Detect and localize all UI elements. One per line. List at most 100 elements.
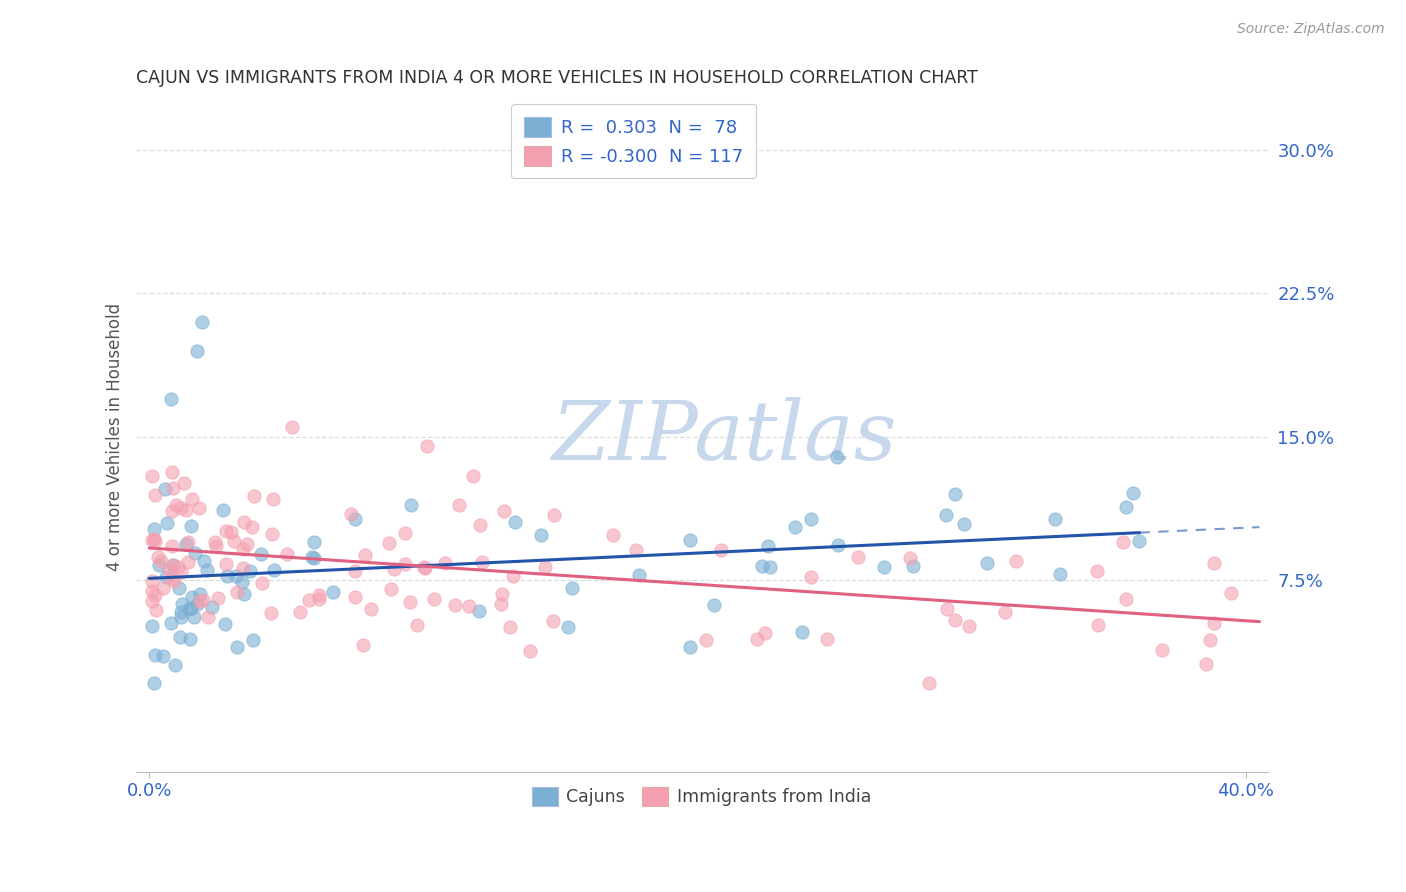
- Point: [191, 593, 214, 607]
- Point: [302, 551, 325, 566]
- Point: [141, 574, 163, 588]
- Point: [143, 648, 166, 662]
- Point: [262, 526, 284, 541]
- Point: [197, 563, 219, 577]
- Point: [186, 597, 208, 611]
- Point: [225, 569, 247, 583]
- Point: [232, 561, 254, 575]
- Point: [827, 538, 849, 552]
- Point: [756, 539, 779, 553]
- Point: [141, 593, 163, 607]
- Point: [322, 585, 344, 599]
- Point: [412, 560, 434, 574]
- Point: [242, 632, 264, 647]
- Point: [162, 539, 184, 553]
- Point: [153, 482, 176, 496]
- Point: [846, 549, 869, 564]
- Point: [785, 519, 807, 533]
- Point: [543, 508, 565, 523]
- Point: [1202, 615, 1225, 630]
- Point: [703, 598, 725, 612]
- Point: [205, 539, 228, 553]
- Point: [557, 620, 579, 634]
- Point: [145, 533, 167, 548]
- Point: [152, 581, 174, 595]
- Point: [181, 492, 204, 507]
- Point: [380, 582, 402, 597]
- Point: [943, 487, 966, 501]
- Point: [162, 558, 184, 572]
- Point: [1152, 642, 1174, 657]
- Point: [157, 563, 180, 577]
- Point: [1043, 512, 1066, 526]
- Point: [263, 563, 285, 577]
- Point: [461, 469, 484, 483]
- Point: [561, 582, 583, 596]
- Point: [156, 516, 179, 531]
- Point: [276, 547, 298, 561]
- Point: [382, 562, 405, 576]
- Point: [143, 488, 166, 502]
- Point: [679, 533, 702, 547]
- Point: [180, 601, 202, 615]
- Point: [226, 640, 249, 654]
- Point: [207, 591, 229, 605]
- Point: [936, 602, 959, 616]
- Point: [226, 585, 249, 599]
- Point: [533, 560, 555, 574]
- Point: [165, 498, 187, 512]
- Point: [204, 535, 226, 549]
- Point: [233, 587, 256, 601]
- Point: [458, 599, 481, 614]
- Point: [503, 515, 526, 529]
- Point: [301, 550, 323, 565]
- Point: [754, 625, 776, 640]
- Point: [491, 587, 513, 601]
- Point: [943, 613, 966, 627]
- Point: [491, 597, 513, 611]
- Point: [141, 583, 163, 598]
- Point: [759, 560, 782, 574]
- Point: [167, 559, 190, 574]
- Point: [1005, 553, 1028, 567]
- Point: [1115, 592, 1137, 607]
- Point: [143, 588, 166, 602]
- Point: [340, 507, 363, 521]
- Point: [231, 574, 253, 589]
- Point: [233, 516, 256, 530]
- Point: [422, 592, 444, 607]
- Point: [155, 570, 177, 584]
- Point: [180, 519, 202, 533]
- Point: [188, 593, 211, 607]
- Point: [302, 534, 325, 549]
- Point: [243, 489, 266, 503]
- Text: ZIPatlas: ZIPatlas: [551, 397, 897, 477]
- Point: [162, 465, 184, 479]
- Point: [281, 420, 304, 434]
- Point: [238, 564, 260, 578]
- Point: [183, 610, 205, 624]
- Point: [174, 503, 197, 517]
- Point: [1115, 500, 1137, 515]
- Point: [141, 533, 163, 548]
- Point: [197, 610, 219, 624]
- Point: [353, 548, 375, 562]
- Point: [262, 491, 284, 506]
- Point: [468, 604, 491, 618]
- Point: [146, 550, 169, 565]
- Point: [360, 601, 382, 615]
- Point: [468, 517, 491, 532]
- Point: [160, 571, 183, 585]
- Point: [901, 558, 924, 573]
- Point: [173, 476, 195, 491]
- Point: [1087, 618, 1109, 632]
- Point: [957, 618, 980, 632]
- Point: [519, 644, 541, 658]
- Point: [143, 522, 166, 536]
- Point: [710, 543, 733, 558]
- Point: [953, 517, 976, 532]
- Point: [602, 528, 624, 542]
- Point: [214, 557, 236, 571]
- Point: [143, 533, 166, 547]
- Point: [152, 648, 174, 663]
